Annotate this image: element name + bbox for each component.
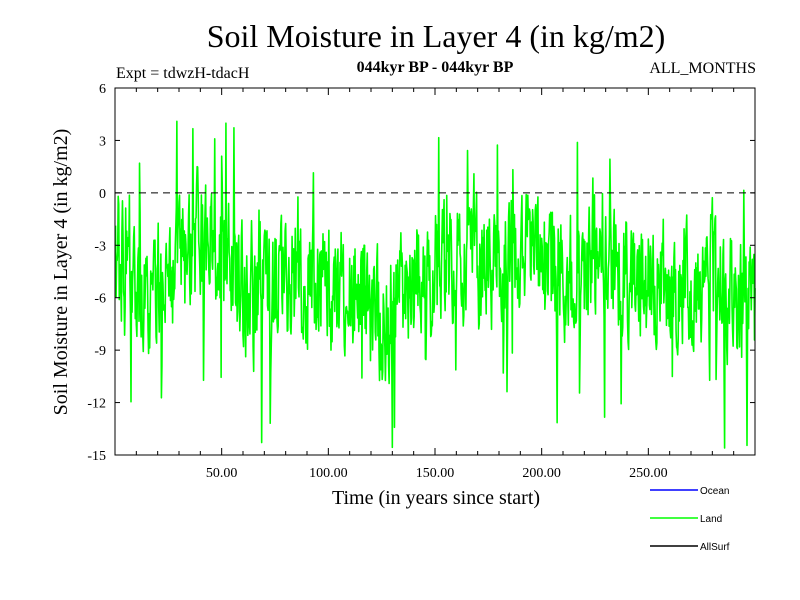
series-layer (114, 120, 756, 449)
series-line-land (114, 120, 756, 449)
y-tick-label: 0 (99, 187, 106, 202)
months-label: ALL_MONTHS (649, 60, 756, 77)
x-axis-label: Time (in years since start) (332, 487, 540, 509)
chart-title: Soil Moisture in Layer 4 (in kg/m2) (207, 18, 666, 54)
y-tick-label: -6 (94, 292, 106, 307)
y-tick-label: -9 (94, 344, 106, 359)
experiment-label: Expt = tdwzH-tdacH (116, 65, 250, 82)
y-tick-label: 3 (99, 134, 106, 149)
y-axis-label: Soil Moisture in Layer 4 (in kg/m2) (50, 129, 72, 416)
x-tick-label: 150.00 (416, 466, 455, 481)
x-tick-label: 100.00 (309, 466, 348, 481)
legend: Ocean Land AllSurf (650, 486, 730, 553)
legend-label-land: Land (700, 514, 722, 525)
y-tick-label: -3 (94, 239, 106, 254)
legend-label-ocean: Ocean (700, 486, 729, 497)
x-tick-label: 50.00 (206, 466, 238, 481)
y-axis: 6 3 0 -3 -6 -9 -12 -15 (87, 82, 755, 464)
y-tick-label: -15 (87, 449, 106, 464)
plot-area: 6 3 0 -3 -6 -9 -12 -15 50.00 100.00 150.00 200.00 2… (87, 82, 756, 481)
legend-label-allsurf: AllSurf (700, 542, 730, 553)
y-tick-label: 6 (99, 82, 106, 97)
period-label: 044kyr BP - 044kyr BP (357, 59, 514, 76)
x-tick-label: 200.00 (522, 466, 561, 481)
x-tick-label: 250.00 (629, 466, 668, 481)
y-tick-label: -12 (87, 397, 106, 412)
x-axis: 50.00 100.00 150.00 200.00 250.00 (135, 88, 735, 481)
